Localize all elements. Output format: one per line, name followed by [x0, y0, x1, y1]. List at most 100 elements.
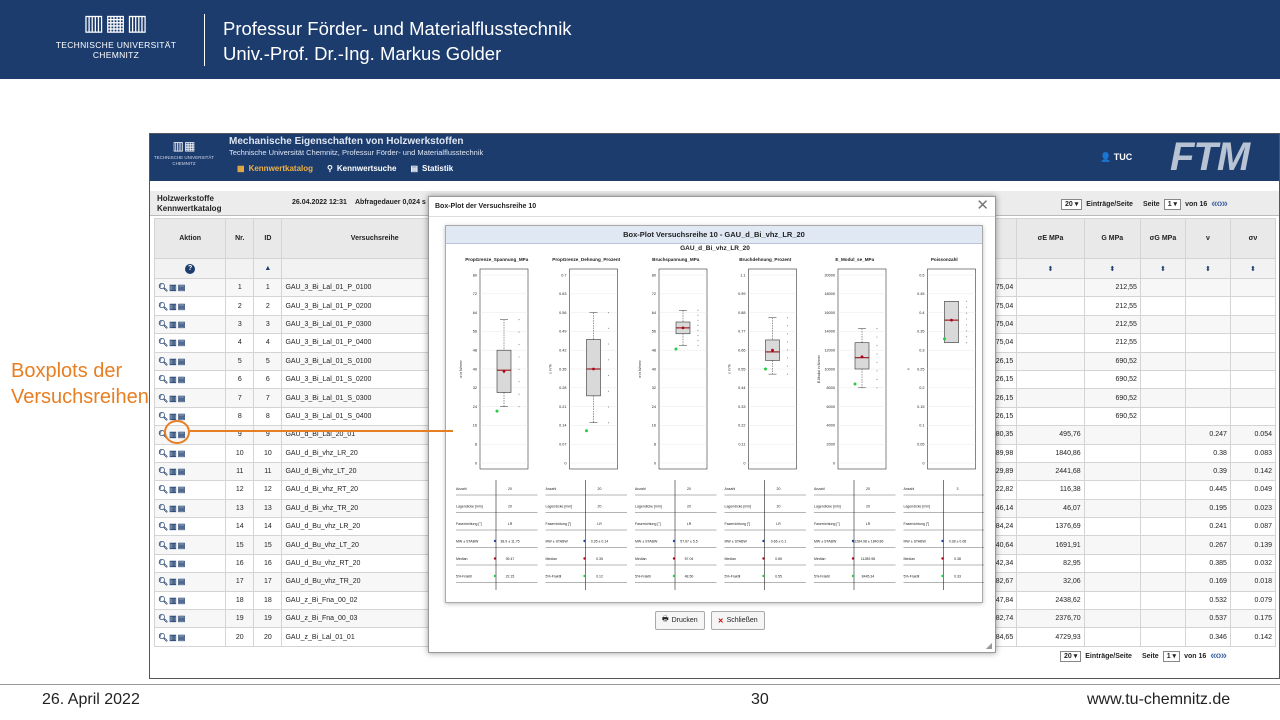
calculator-icon[interactable]: ▤ [177, 467, 187, 477]
per-page-select[interactable]: 20 ▾ [1061, 198, 1083, 210]
chart-icon[interactable]: ▥ [169, 522, 178, 532]
calculator-icon[interactable]: ▤ [177, 632, 187, 642]
table-cell: GAU_d_Bi_vhz_LT_20 [281, 461, 469, 482]
calculator-icon[interactable]: ▤ [177, 559, 187, 569]
search-icon[interactable]: 🔍︎ [158, 375, 170, 385]
chart-icon[interactable]: ▥ [169, 319, 178, 329]
page-select[interactable]: 1 ▾ [1162, 650, 1181, 662]
search-icon[interactable]: 🔍︎ [158, 411, 170, 421]
chart-icon[interactable]: ▥ [169, 338, 178, 348]
sort-icon[interactable]: ⬍ [1159, 265, 1166, 273]
tick-label: 80 [652, 273, 656, 277]
search-icon[interactable]: 🔍︎ [158, 485, 170, 495]
tick-label: 64 [473, 311, 477, 315]
chart-icon[interactable]: ▥ [169, 393, 178, 403]
calculator-icon[interactable]: ▤ [177, 485, 187, 495]
help-icon[interactable]: ? [185, 263, 196, 274]
table-cell [1184, 296, 1231, 316]
sort-icon[interactable]: ⬍ [1047, 265, 1054, 273]
calculator-icon[interactable]: ▤ [177, 522, 187, 532]
sort-icon[interactable]: ⬍ [1109, 265, 1116, 273]
tick-label: 16000 [824, 311, 835, 315]
search-icon[interactable]: 🔍︎ [158, 467, 170, 477]
search-icon[interactable]: 🔍︎ [158, 448, 170, 458]
search-icon[interactable]: 🔍︎ [158, 319, 170, 329]
pager-arrows[interactable]: «‹›» [1210, 650, 1227, 662]
search-icon[interactable]: 🔍︎ [158, 283, 170, 293]
chart-icon[interactable]: ▥ [169, 595, 178, 605]
row-actions: 🔍︎▥▤ [153, 351, 227, 371]
tick-label: 0.11 [738, 443, 745, 447]
chart-icon[interactable]: ▥ [169, 559, 178, 569]
nav-statistik[interactable]: ▤ Statistik [410, 164, 453, 173]
tick-label: 0.3 [919, 349, 924, 353]
chart-icon[interactable]: ▥ [169, 283, 178, 293]
search-icon[interactable]: 🔍︎ [158, 614, 170, 624]
calculator-icon[interactable]: ▤ [177, 338, 187, 348]
search-icon[interactable]: 🔍︎ [158, 632, 170, 642]
sort-asc-icon[interactable]: ▲ [264, 265, 272, 272]
page-select[interactable]: 1 ▾ [1163, 198, 1182, 210]
search-icon[interactable]: 🔍︎ [158, 356, 170, 366]
close-button[interactable]: ✕ Schließen [710, 611, 765, 630]
calculator-icon[interactable]: ▤ [177, 393, 187, 403]
search-icon[interactable]: 🔍︎ [158, 595, 170, 605]
calculator-icon[interactable]: ▤ [177, 283, 187, 293]
calculator-icon[interactable]: ▤ [177, 356, 187, 366]
chart-icon[interactable]: ▥ [169, 485, 178, 495]
calculator-icon[interactable]: ▤ [177, 301, 187, 311]
chart-icon[interactable]: ▥ [169, 614, 178, 624]
print-button[interactable]: 🖶 Drucken [655, 611, 705, 630]
table-cell [1083, 572, 1141, 592]
table-cell: 14 [253, 517, 283, 537]
search-icon[interactable]: 🔍︎ [158, 301, 170, 311]
user-menu[interactable]: 👤 TUC [1100, 152, 1132, 163]
column-header: σE MPa [1016, 218, 1085, 259]
pager-arrows[interactable]: «‹›» [1211, 198, 1228, 210]
chart-icon[interactable]: ▥ [169, 467, 178, 477]
sort-icon[interactable]: ⬍ [1204, 265, 1211, 273]
search-icon[interactable]: 🔍︎ [158, 559, 170, 569]
calculator-icon[interactable]: ▤ [177, 595, 187, 605]
table-cell [1083, 480, 1141, 500]
calculator-icon[interactable]: ▤ [177, 448, 187, 458]
search-icon[interactable]: 🔍︎ [158, 393, 170, 403]
calculator-icon[interactable]: ▤ [177, 577, 187, 587]
filter-cell: ⬍ [1229, 258, 1277, 279]
calculator-icon[interactable]: ▤ [177, 319, 187, 329]
calculator-icon[interactable]: ▤ [177, 503, 187, 513]
search-icon[interactable]: 🔍︎ [158, 430, 170, 440]
chart-icon[interactable]: ▥ [169, 411, 178, 421]
chart-icon[interactable]: ▥ [169, 375, 178, 385]
chart-icon[interactable]: ▥ [169, 503, 178, 513]
resize-handle[interactable]: ◢ [985, 641, 992, 650]
chart-icon[interactable]: ▥ [169, 356, 178, 366]
search-icon[interactable]: 🔍︎ [158, 522, 170, 532]
nav-kennwertsuche[interactable]: ⚲ Kennwertsuche [327, 164, 396, 173]
tick-label: 0 [743, 461, 745, 465]
search-icon[interactable]: 🔍︎ [158, 503, 170, 513]
calculator-icon[interactable]: ▤ [177, 540, 187, 550]
search-icon[interactable]: 🔍︎ [158, 540, 170, 550]
calculator-icon[interactable]: ▤ [177, 375, 187, 385]
per-page-select[interactable]: 20 ▾ [1060, 650, 1082, 662]
calculator-icon[interactable]: ▤ [177, 614, 187, 624]
tick-label: 12000 [824, 349, 835, 353]
stat-label: MW ± STABW [725, 540, 748, 544]
table-cell: 7 [225, 388, 255, 408]
chart-icon[interactable]: ▥ [169, 301, 178, 311]
nav-kennwertkatalog[interactable]: ▦ Kennwertkatalog [237, 164, 313, 173]
search-icon[interactable]: 🔍︎ [158, 577, 170, 587]
close-icon[interactable]: ✕ [976, 197, 989, 214]
chart-icon[interactable]: ▥ [169, 540, 178, 550]
chart-icon[interactable]: ▥ [169, 448, 178, 458]
table-cell [1229, 369, 1277, 390]
calculator-icon[interactable]: ▤ [177, 411, 187, 421]
tick-label: 0 [564, 461, 566, 465]
sort-icon[interactable]: ⬍ [1250, 265, 1256, 273]
search-icon[interactable]: 🔍︎ [158, 338, 170, 348]
table-cell [1139, 535, 1186, 555]
filter-cell: ▲ [253, 258, 283, 279]
chart-icon[interactable]: ▥ [169, 632, 178, 642]
chart-icon[interactable]: ▥ [169, 577, 178, 587]
